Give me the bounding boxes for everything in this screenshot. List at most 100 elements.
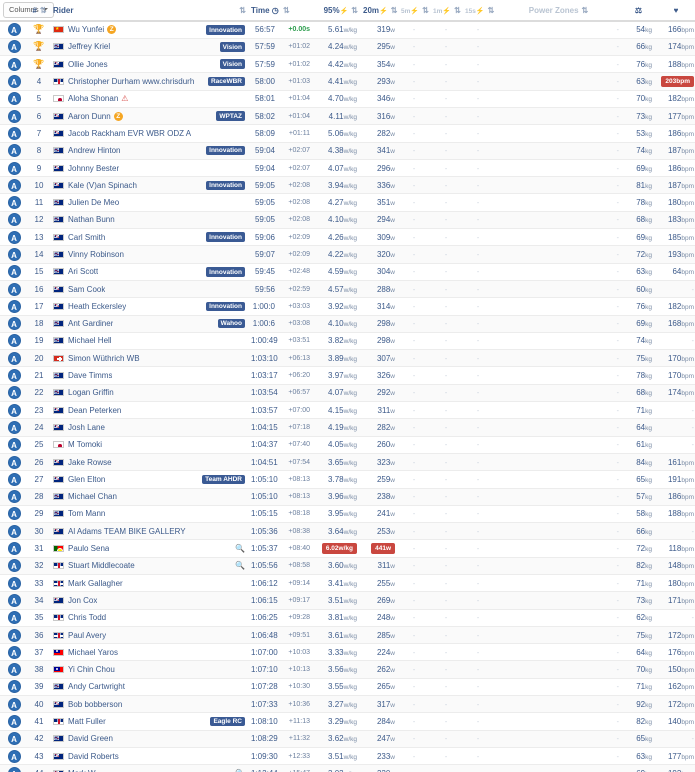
rider-cell[interactable]: Michael Chan xyxy=(50,488,248,506)
team-badge[interactable]: RaceWBR xyxy=(207,76,245,87)
rider-name[interactable]: Logan Griffin xyxy=(68,388,114,398)
avatar[interactable]: A xyxy=(7,645,21,659)
avatar[interactable]: A xyxy=(7,144,21,158)
sort-icon[interactable]: ⇅ xyxy=(422,5,429,15)
rider-cell[interactable]: Carl Smith Innovation xyxy=(50,228,248,247)
table-row[interactable]: A 37 Michael Yaros 1:07:00 +10:03 3.33w/kg 224… xyxy=(0,643,695,662)
avatar[interactable]: A xyxy=(7,317,21,331)
table-row[interactable]: A 41 Matt Fuller Eagle RC 1:08:10 +11:13 3.29w… xyxy=(0,712,695,731)
rider-name[interactable]: David Roberts xyxy=(68,751,119,761)
sort-icon[interactable]: ⇅ xyxy=(351,5,358,15)
table-row[interactable]: A 35 Chris Todd 1:06:25 +09:28 3.81w/kg 248w - -… xyxy=(0,609,695,627)
table-row[interactable]: A 31 Paulo Sena 🔍 1:05:37 +08:40 6.02w/kg 441w -… xyxy=(0,539,695,558)
rider-name[interactable]: Andrew Hinton xyxy=(68,146,121,156)
avatar[interactable]: A xyxy=(7,57,21,71)
avatar[interactable]: A xyxy=(7,715,21,729)
rider-name[interactable]: Stuart Middlecoate xyxy=(68,561,135,571)
rider-name[interactable]: Vinny Robinson xyxy=(68,250,124,259)
table-row[interactable]: A 36 Paul Avery 1:06:48 +09:51 3.61w/kg 285w - -… xyxy=(0,626,695,645)
sort-icon[interactable]: ⇅ xyxy=(39,5,47,15)
avatar[interactable]: A xyxy=(7,299,21,313)
rider-name[interactable]: Jeffrey Kriel xyxy=(68,42,111,52)
sort-icon[interactable]: ⇅ xyxy=(390,5,398,15)
rider-name[interactable]: Bob bobberson xyxy=(68,699,123,709)
header-heartrate[interactable]: ♥ xyxy=(655,0,695,22)
avatar[interactable]: A xyxy=(7,23,21,37)
header-time[interactable]: Time ◷ xyxy=(248,0,279,22)
rider-cell[interactable]: Nathan Bunn xyxy=(50,211,248,230)
avatar[interactable]: A xyxy=(7,559,21,573)
rider-name[interactable]: Paul Avery xyxy=(68,630,107,640)
rider-name[interactable]: Chris Todd xyxy=(68,613,107,623)
team-badge[interactable]: Innovation xyxy=(206,232,245,242)
header-pct[interactable]: 95%⚡ ⇅ xyxy=(313,0,360,22)
table-row[interactable]: A 34 Jon Cox 1:06:15 +09:17 3.51w/kg 269w - - - -7… xyxy=(0,591,695,610)
avatar[interactable]: A xyxy=(7,697,21,711)
avatar[interactable]: A xyxy=(7,663,21,677)
header-rider[interactable]: Rider ⇅ xyxy=(50,0,248,22)
rider-name[interactable]: Dean Peterken xyxy=(68,405,122,415)
table-row[interactable]: A 29 Tom Mann 1:05:15 +08:18 3.95w/kg 241w - - - -… xyxy=(0,505,695,524)
rider-name[interactable]: Aaron Dunn xyxy=(68,111,111,121)
avatar[interactable]: A xyxy=(7,386,21,400)
sort-icon[interactable]: ⇅ xyxy=(581,5,589,15)
avatar[interactable]: A xyxy=(7,40,21,54)
table-row[interactable]: A 24 Josh Lane 1:04:15 +07:18 4.19w/kg 282w - - -… xyxy=(0,418,695,437)
rider-cell[interactable]: David Green xyxy=(50,730,248,748)
table-row[interactable]: A 25 M Tomoki 1:04:37 +07:40 4.05w/kg 260w - - - -… xyxy=(0,436,695,454)
search-icon[interactable]: 🔍 xyxy=(235,544,245,554)
rider-name[interactable]: Johnny Bester xyxy=(68,163,120,173)
header-20m[interactable]: 20m⚡ ⇅ xyxy=(360,0,398,22)
team-badge[interactable]: Vision xyxy=(219,42,245,52)
table-row[interactable]: A 40 Bob bobberson 1:07:33 +10:36 3.27w/kg 317… xyxy=(0,695,695,714)
team-badge[interactable]: Innovation xyxy=(206,145,245,156)
table-row[interactable]: A 27 Glen Elton Team AHDR 1:05:10 +08:13 3.78w… xyxy=(0,470,695,489)
rider-cell[interactable]: Paul Avery xyxy=(50,626,248,645)
table-row[interactable]: A 13 Carl Smith Innovation 59:06 +02:09 4.26w/… xyxy=(0,228,695,247)
rider-name[interactable]: Ant Gardiner xyxy=(68,319,114,329)
rider-cell[interactable]: Heath Eckersley Innovation xyxy=(50,297,248,316)
rider-cell[interactable]: Jon Cox xyxy=(50,591,248,610)
team-badge[interactable]: Innovation xyxy=(206,267,245,277)
avatar[interactable]: A xyxy=(7,265,21,279)
rider-cell[interactable]: Stuart Middlecoate 🔍 xyxy=(50,557,248,576)
sort-icon[interactable]: ⇅ xyxy=(487,5,495,15)
rider-name[interactable]: Matt Fuller xyxy=(68,717,106,727)
rider-name[interactable]: Josh Lane xyxy=(68,422,105,432)
table-row[interactable]: A 10 Kale (V)an Spinach Innovation 59:05 +02:… xyxy=(0,176,695,195)
table-row[interactable]: A 39 Andy Cartwright 1:07:28 +10:30 3.55w/kg 2… xyxy=(0,678,695,697)
rider-cell[interactable]: Mark W🔍 xyxy=(50,764,248,772)
table-row[interactable]: A 11 Julien De Meo 59:05 +02:08 4.27w/kg 351w -… xyxy=(0,193,695,212)
table-row[interactable]: A 8 Andrew Hinton Innovation 59:04 +02:07 4.38… xyxy=(0,142,695,160)
rider-cell[interactable]: Yi Chin Chou xyxy=(50,660,248,679)
avatar[interactable]: A xyxy=(7,213,21,227)
rider-cell[interactable]: Glen Elton Team AHDR xyxy=(50,470,248,489)
rider-cell[interactable]: Jeffrey Kriel Vision xyxy=(50,38,248,57)
avatar[interactable]: A xyxy=(7,420,21,434)
table-row[interactable]: A 12 Nathan Bunn 59:05 +02:08 4.10w/kg 294w - - -… xyxy=(0,211,695,230)
avatar[interactable]: A xyxy=(7,766,21,772)
table-row[interactable]: A 5 Aloha Shonan ⚠ 58:01 +01:04 4.70w/kg 346w - -… xyxy=(0,90,695,108)
rider-cell[interactable]: Mark Gallagher xyxy=(50,574,248,593)
rider-cell[interactable]: Ollie Jones Vision xyxy=(50,55,248,74)
sort-icon[interactable]: ⇅ xyxy=(239,5,246,15)
rider-cell[interactable]: Simon Wüthrich WB xyxy=(50,349,248,368)
avatar[interactable]: A xyxy=(7,438,21,452)
sort-icon[interactable]: ⇅ xyxy=(283,5,290,15)
table-row[interactable]: A 38 Yi Chin Chou 1:07:10 +10:13 3.56w/kg 262w… xyxy=(0,660,695,679)
rider-cell[interactable]: Sam Cook xyxy=(50,280,248,299)
rider-name[interactable]: Simon Wüthrich WB xyxy=(68,353,140,363)
avatar[interactable]: A xyxy=(7,749,21,763)
header-weight[interactable]: ⚖ xyxy=(622,0,655,22)
avatar[interactable]: A xyxy=(7,524,21,538)
rider-name[interactable]: Ollie Jones xyxy=(68,59,108,69)
rider-cell[interactable]: Kale (V)an Spinach Innovation xyxy=(50,176,248,195)
rider-cell[interactable]: Al Adams TEAM BIKE GALLERY xyxy=(50,522,248,541)
rider-name[interactable]: Michael Yaros xyxy=(68,647,118,657)
avatar[interactable]: A xyxy=(7,628,21,642)
rider-name[interactable]: Michael Hell xyxy=(68,336,112,346)
header-time-sort[interactable]: ⇅ xyxy=(278,0,313,22)
table-row[interactable]: A 30 Al Adams TEAM BIKE GALLERY 1:05:36 +08:… xyxy=(0,522,695,541)
